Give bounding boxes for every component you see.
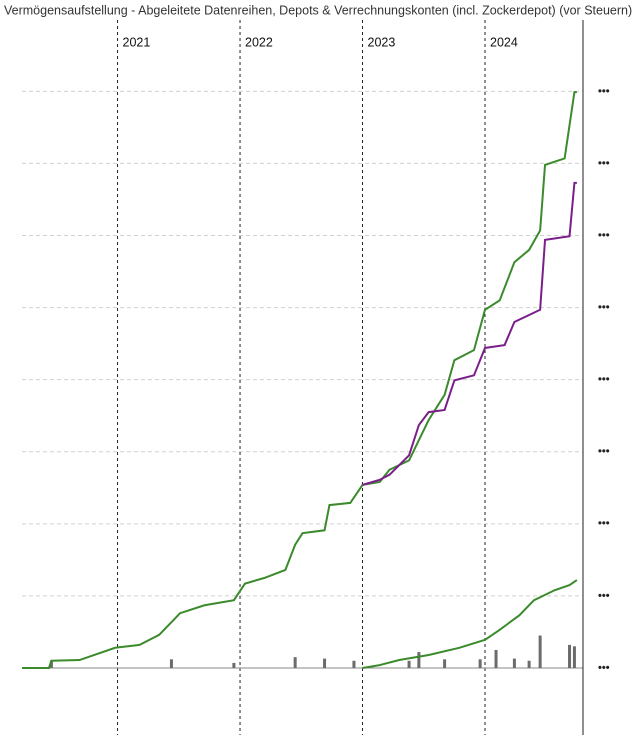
- bar: [293, 657, 297, 668]
- x-tick-label: 2021: [123, 35, 151, 49]
- y-tick-label: •••: [598, 229, 610, 241]
- chart-title: Vermögensaufstellung - Abgeleitete Daten…: [4, 3, 632, 17]
- bar: [323, 658, 327, 668]
- bar: [407, 660, 411, 668]
- y-tick-label: •••: [598, 662, 610, 674]
- bar: [49, 660, 53, 668]
- bar: [538, 635, 542, 668]
- x-tick-label: 2023: [368, 35, 396, 49]
- y-tick-label: •••: [598, 157, 610, 169]
- bar: [494, 649, 498, 668]
- bar: [232, 662, 236, 668]
- bar: [417, 652, 421, 668]
- y-tick-label: •••: [598, 590, 610, 602]
- bar: [443, 659, 447, 668]
- bar: [512, 658, 516, 668]
- bar: [478, 659, 482, 668]
- y-tick-label: •••: [598, 518, 610, 530]
- y-tick-label: •••: [598, 85, 610, 97]
- line: [22, 91, 577, 669]
- bar: [352, 660, 356, 668]
- y-tick-label: •••: [598, 446, 610, 458]
- y-tick-label: •••: [598, 374, 610, 386]
- bar: [568, 644, 572, 668]
- bar: [572, 646, 576, 668]
- line: [362, 181, 577, 486]
- x-tick-label: 2022: [245, 35, 273, 49]
- y-tick-label: •••: [598, 301, 610, 313]
- line: [362, 579, 578, 669]
- bar: [169, 659, 173, 668]
- x-tick-label: 2024: [490, 35, 518, 49]
- bar: [527, 660, 531, 668]
